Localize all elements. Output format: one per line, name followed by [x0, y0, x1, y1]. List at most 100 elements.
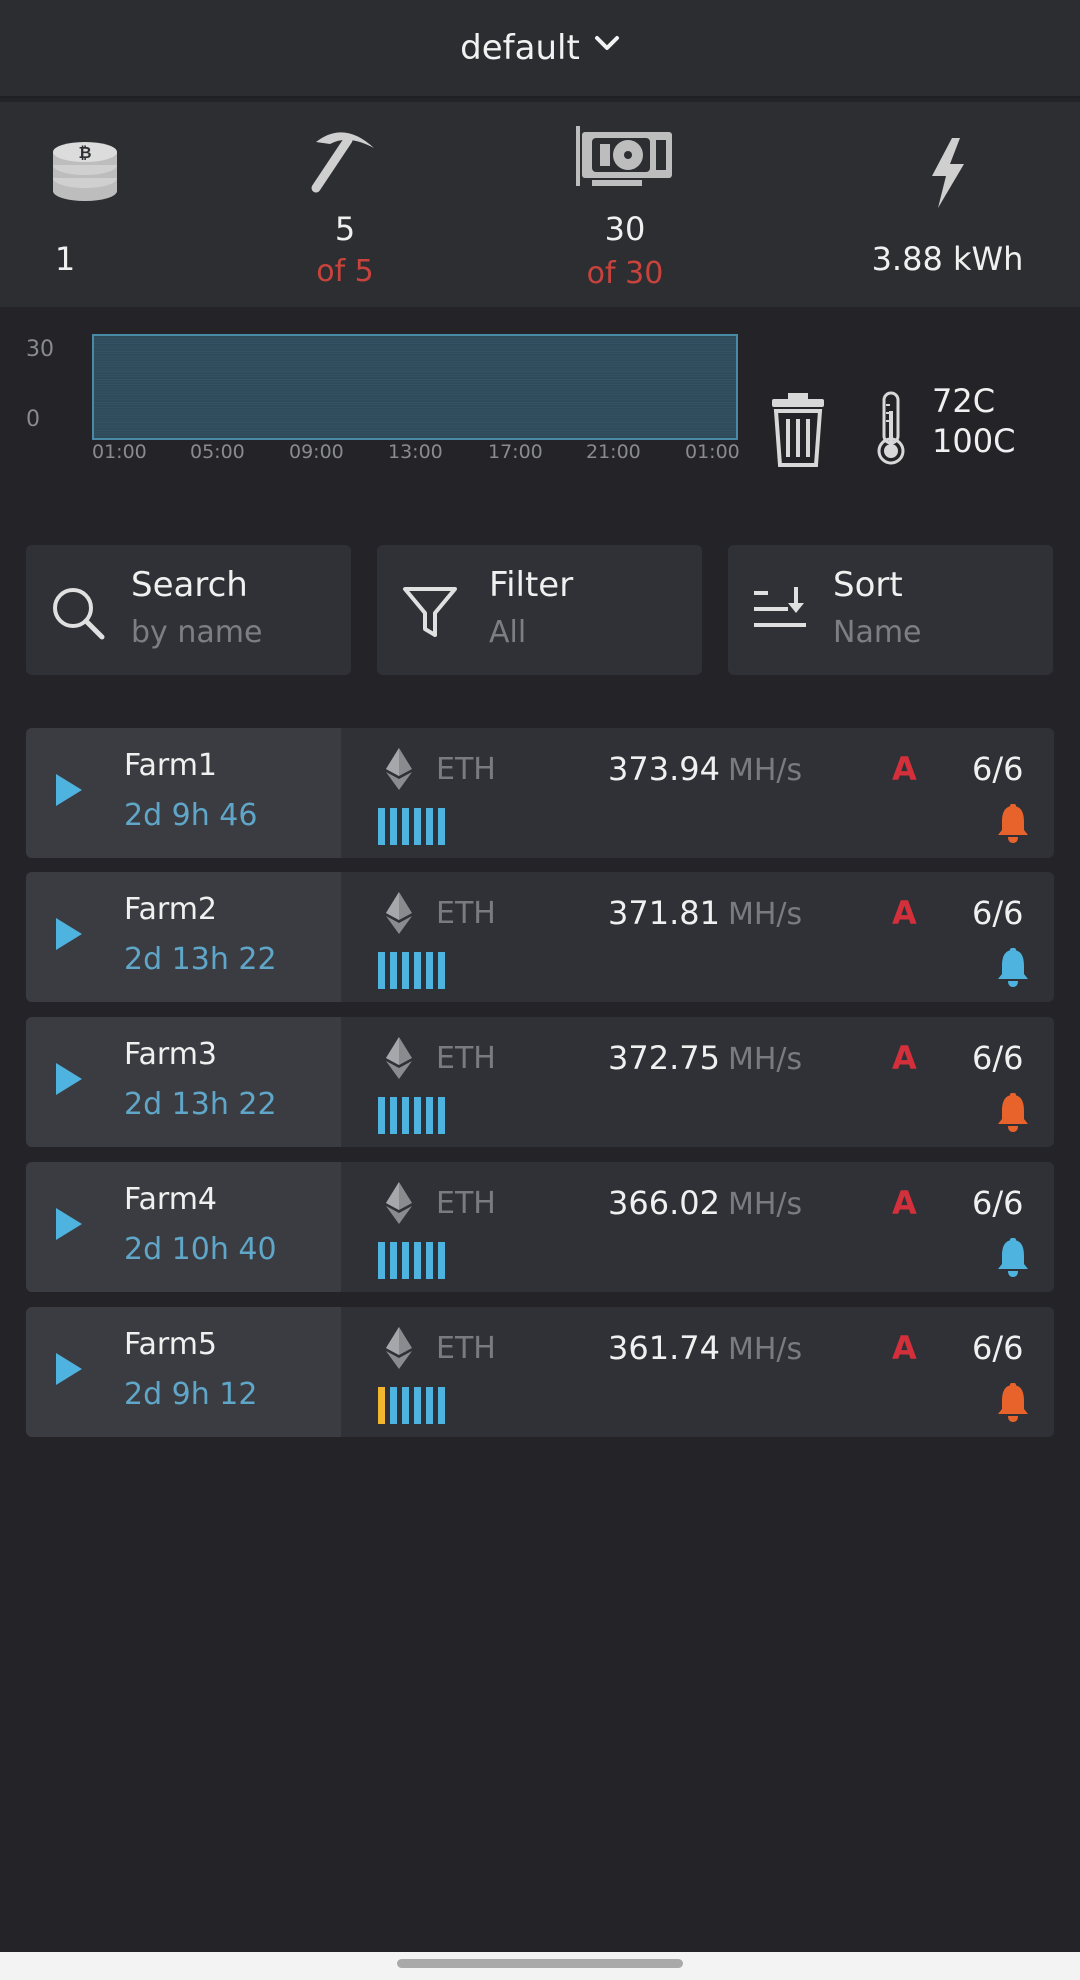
hashrate-unit: MH/s: [727, 1332, 803, 1367]
farm-header[interactable]: Farm3 2d 13h 22: [26, 1017, 341, 1147]
farm-algo-badge: A: [892, 1329, 917, 1367]
gpu-status-bar: [438, 1387, 445, 1424]
workspace-selector[interactable]: default: [0, 0, 1080, 98]
play-icon[interactable]: [54, 916, 84, 952]
farm-gpu-count: 6/6: [972, 1329, 1024, 1367]
play-icon[interactable]: [54, 772, 84, 808]
temperature-readout: 72C 100C: [932, 381, 1015, 461]
farm-name: Farm2: [124, 892, 218, 927]
farm-uptime: 2d 9h 12: [124, 1377, 258, 1412]
farm-name: Farm1: [124, 748, 218, 783]
coins-stat[interactable]: ₿ 1: [20, 102, 150, 307]
power-usage: 3.88 kWh: [871, 240, 1024, 278]
gpu-status-bar: [426, 952, 433, 989]
gpu-status-bar: [438, 952, 445, 989]
farm-header[interactable]: Farm2 2d 13h 22: [26, 872, 341, 1002]
gpu-status-bars: [378, 952, 445, 989]
farm-row[interactable]: Farm5 2d 9h 12 ETH 361.74 MH/s A 6/6: [26, 1307, 1054, 1437]
play-icon[interactable]: [54, 1061, 84, 1097]
pickaxe-icon: [311, 132, 374, 193]
farm-coin: ETH: [436, 1331, 496, 1366]
farm-algo-badge: A: [892, 894, 917, 932]
farm-row[interactable]: Farm4 2d 10h 40 ETH 366.02 MH/s A 6/6: [26, 1162, 1054, 1292]
hashrate-unit: MH/s: [727, 1042, 803, 1077]
gpu-status-bar: [426, 1242, 433, 1279]
filter-value: All: [489, 615, 527, 650]
farm-header[interactable]: Farm4 2d 10h 40: [26, 1162, 341, 1292]
gpu-card-icon: [576, 126, 672, 186]
farm-row[interactable]: Farm2 2d 13h 22 ETH 371.81 MH/s A 6/6: [26, 872, 1054, 1002]
stats-strip: ₿ 1 5 of 5 30 of 30 3.88 kWh: [0, 102, 1080, 307]
hashrate-chart[interactable]: [92, 334, 738, 440]
search-button[interactable]: Search by name: [26, 545, 351, 675]
temperature-max: 100C: [932, 422, 1016, 460]
farm-hashrate: 366.02 MH/s: [608, 1184, 802, 1222]
chart-svg: [94, 336, 736, 438]
filter-button[interactable]: Filter All: [377, 545, 702, 675]
gpu-status-bar: [390, 1097, 397, 1134]
farm-header[interactable]: Farm1 2d 9h 46: [26, 728, 341, 858]
bell-icon[interactable]: [996, 1093, 1030, 1133]
x-tick-label: 21:00: [586, 441, 641, 463]
thermometer-icon: [877, 391, 905, 465]
power-stat[interactable]: 3.88 kWh: [850, 102, 1045, 307]
gpu-status-bars: [378, 1242, 445, 1279]
farm-gpu-count: 6/6: [972, 750, 1024, 788]
gpu-status-bar: [390, 1242, 397, 1279]
farm-algo-badge: A: [892, 750, 917, 788]
workers-stat[interactable]: 5 of 5: [280, 102, 410, 307]
x-tick-label: 01:00: [92, 441, 147, 463]
gpu-status-bar: [414, 1097, 421, 1134]
play-icon[interactable]: [54, 1206, 84, 1242]
farm-hashrate: 361.74 MH/s: [608, 1329, 802, 1367]
gpu-status-bar: [426, 808, 433, 845]
bell-icon[interactable]: [996, 804, 1030, 844]
gpu-status-bars: [378, 808, 445, 845]
gpu-status-bar: [402, 952, 409, 989]
home-indicator-bar: [0, 1952, 1080, 1980]
home-indicator[interactable]: [397, 1959, 683, 1968]
bitcoin-stack-icon: ₿: [53, 142, 117, 201]
farm-coin: ETH: [436, 1186, 496, 1221]
ethereum-icon: [386, 1037, 412, 1079]
gpus-stat[interactable]: 30 of 30: [560, 102, 690, 307]
farm-name: Farm5: [124, 1327, 218, 1362]
farm-uptime: 2d 13h 22: [124, 942, 277, 977]
x-tick-label: 13:00: [388, 441, 443, 463]
hashrate-chart-area: 30 0 01:00 05:00 09:00 13:00 17:00 21:00…: [0, 307, 1080, 497]
farm-gpu-count: 6/6: [972, 894, 1024, 932]
gpu-status-bar: [438, 1097, 445, 1134]
gpu-status-bar: [402, 1387, 409, 1424]
ethereum-icon: [386, 892, 412, 934]
gpu-status-bar: [378, 1387, 385, 1424]
trash-icon[interactable]: [770, 391, 826, 467]
gpu-status-bar: [426, 1387, 433, 1424]
farm-header[interactable]: Farm5 2d 9h 12: [26, 1307, 341, 1437]
farm-row[interactable]: Farm3 2d 13h 22 ETH 372.75 MH/s A 6/6: [26, 1017, 1054, 1147]
filter-label: Filter: [489, 565, 574, 605]
search-icon: [53, 588, 105, 640]
x-tick-label: 09:00: [289, 441, 344, 463]
farm-algo-badge: A: [892, 1184, 917, 1222]
x-tick-label: 05:00: [190, 441, 245, 463]
gpu-status-bar: [402, 1097, 409, 1134]
farm-row[interactable]: Farm1 2d 9h 46 ETH 373.94 MH/s A 6/6: [26, 728, 1054, 858]
hashrate-unit: MH/s: [727, 753, 803, 788]
ethereum-icon: [386, 1182, 412, 1224]
bell-icon[interactable]: [996, 1383, 1030, 1423]
farm-gpu-count: 6/6: [972, 1039, 1024, 1077]
gpu-status-bar: [378, 1242, 385, 1279]
bell-icon[interactable]: [996, 1238, 1030, 1278]
lightning-icon: [932, 138, 964, 208]
bell-icon[interactable]: [996, 948, 1030, 988]
controls-row: Search by name Filter All Sort Name: [0, 545, 1080, 675]
farm-hashrate: 372.75 MH/s: [608, 1039, 802, 1077]
gpu-status-bar: [378, 808, 385, 845]
gpu-status-bar: [390, 952, 397, 989]
gpu-status-bars: [378, 1097, 445, 1134]
play-icon[interactable]: [54, 1351, 84, 1387]
sort-icon: [754, 587, 806, 627]
sort-button[interactable]: Sort Name: [728, 545, 1053, 675]
x-tick-label: 01:00: [685, 441, 740, 463]
hashrate-value: 366.02: [608, 1184, 720, 1222]
